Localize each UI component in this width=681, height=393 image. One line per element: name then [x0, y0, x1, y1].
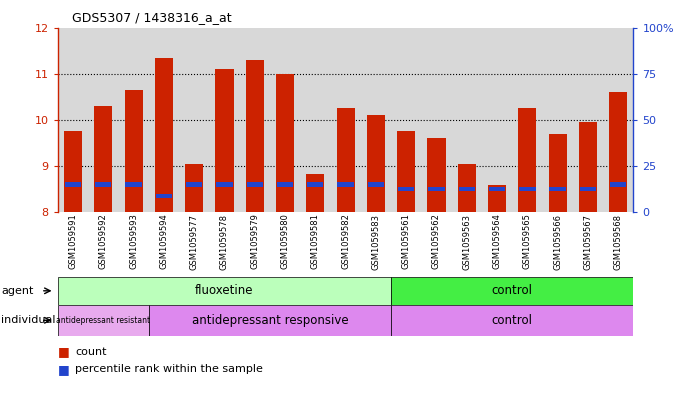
- Bar: [428, 187, 445, 191]
- Bar: [458, 187, 475, 191]
- Bar: [94, 106, 112, 212]
- Bar: [185, 164, 203, 212]
- Bar: [247, 182, 263, 187]
- Bar: [488, 185, 506, 212]
- Bar: [95, 182, 112, 187]
- Text: control: control: [492, 284, 533, 298]
- Bar: [391, 277, 633, 305]
- Bar: [186, 182, 202, 187]
- Bar: [277, 182, 294, 187]
- Bar: [580, 187, 596, 191]
- Bar: [246, 60, 264, 212]
- Bar: [428, 138, 445, 212]
- Text: fluoxetine: fluoxetine: [195, 284, 254, 298]
- Bar: [217, 182, 233, 187]
- Bar: [397, 131, 415, 212]
- Bar: [58, 305, 148, 336]
- Bar: [519, 187, 535, 191]
- Bar: [307, 182, 323, 187]
- Text: control: control: [492, 314, 533, 327]
- Bar: [64, 131, 82, 212]
- Bar: [548, 134, 567, 212]
- Bar: [367, 115, 385, 212]
- Text: agent: agent: [1, 286, 34, 296]
- Bar: [125, 182, 142, 187]
- Bar: [550, 187, 566, 191]
- Bar: [337, 182, 354, 187]
- Text: antidepressant resistant: antidepressant resistant: [57, 316, 151, 325]
- Bar: [125, 90, 143, 212]
- Bar: [65, 182, 81, 187]
- Bar: [148, 305, 391, 336]
- Text: ■: ■: [58, 345, 74, 358]
- Bar: [155, 57, 173, 212]
- Bar: [458, 164, 476, 212]
- Bar: [489, 187, 505, 191]
- Bar: [336, 108, 355, 212]
- Bar: [579, 122, 597, 212]
- Text: GDS5307 / 1438316_a_at: GDS5307 / 1438316_a_at: [72, 11, 231, 24]
- Bar: [276, 73, 294, 212]
- Bar: [609, 92, 627, 212]
- Text: antidepressant responsive: antidepressant responsive: [191, 314, 348, 327]
- Bar: [391, 305, 633, 336]
- Text: individual: individual: [1, 315, 56, 325]
- Bar: [610, 182, 627, 187]
- Text: ■: ■: [58, 363, 74, 376]
- Bar: [58, 277, 391, 305]
- Bar: [368, 182, 384, 187]
- Text: percentile rank within the sample: percentile rank within the sample: [75, 364, 263, 375]
- Text: count: count: [75, 347, 106, 357]
- Bar: [398, 187, 414, 191]
- Bar: [215, 69, 234, 212]
- Bar: [306, 174, 324, 212]
- Bar: [518, 108, 537, 212]
- Bar: [156, 194, 172, 198]
